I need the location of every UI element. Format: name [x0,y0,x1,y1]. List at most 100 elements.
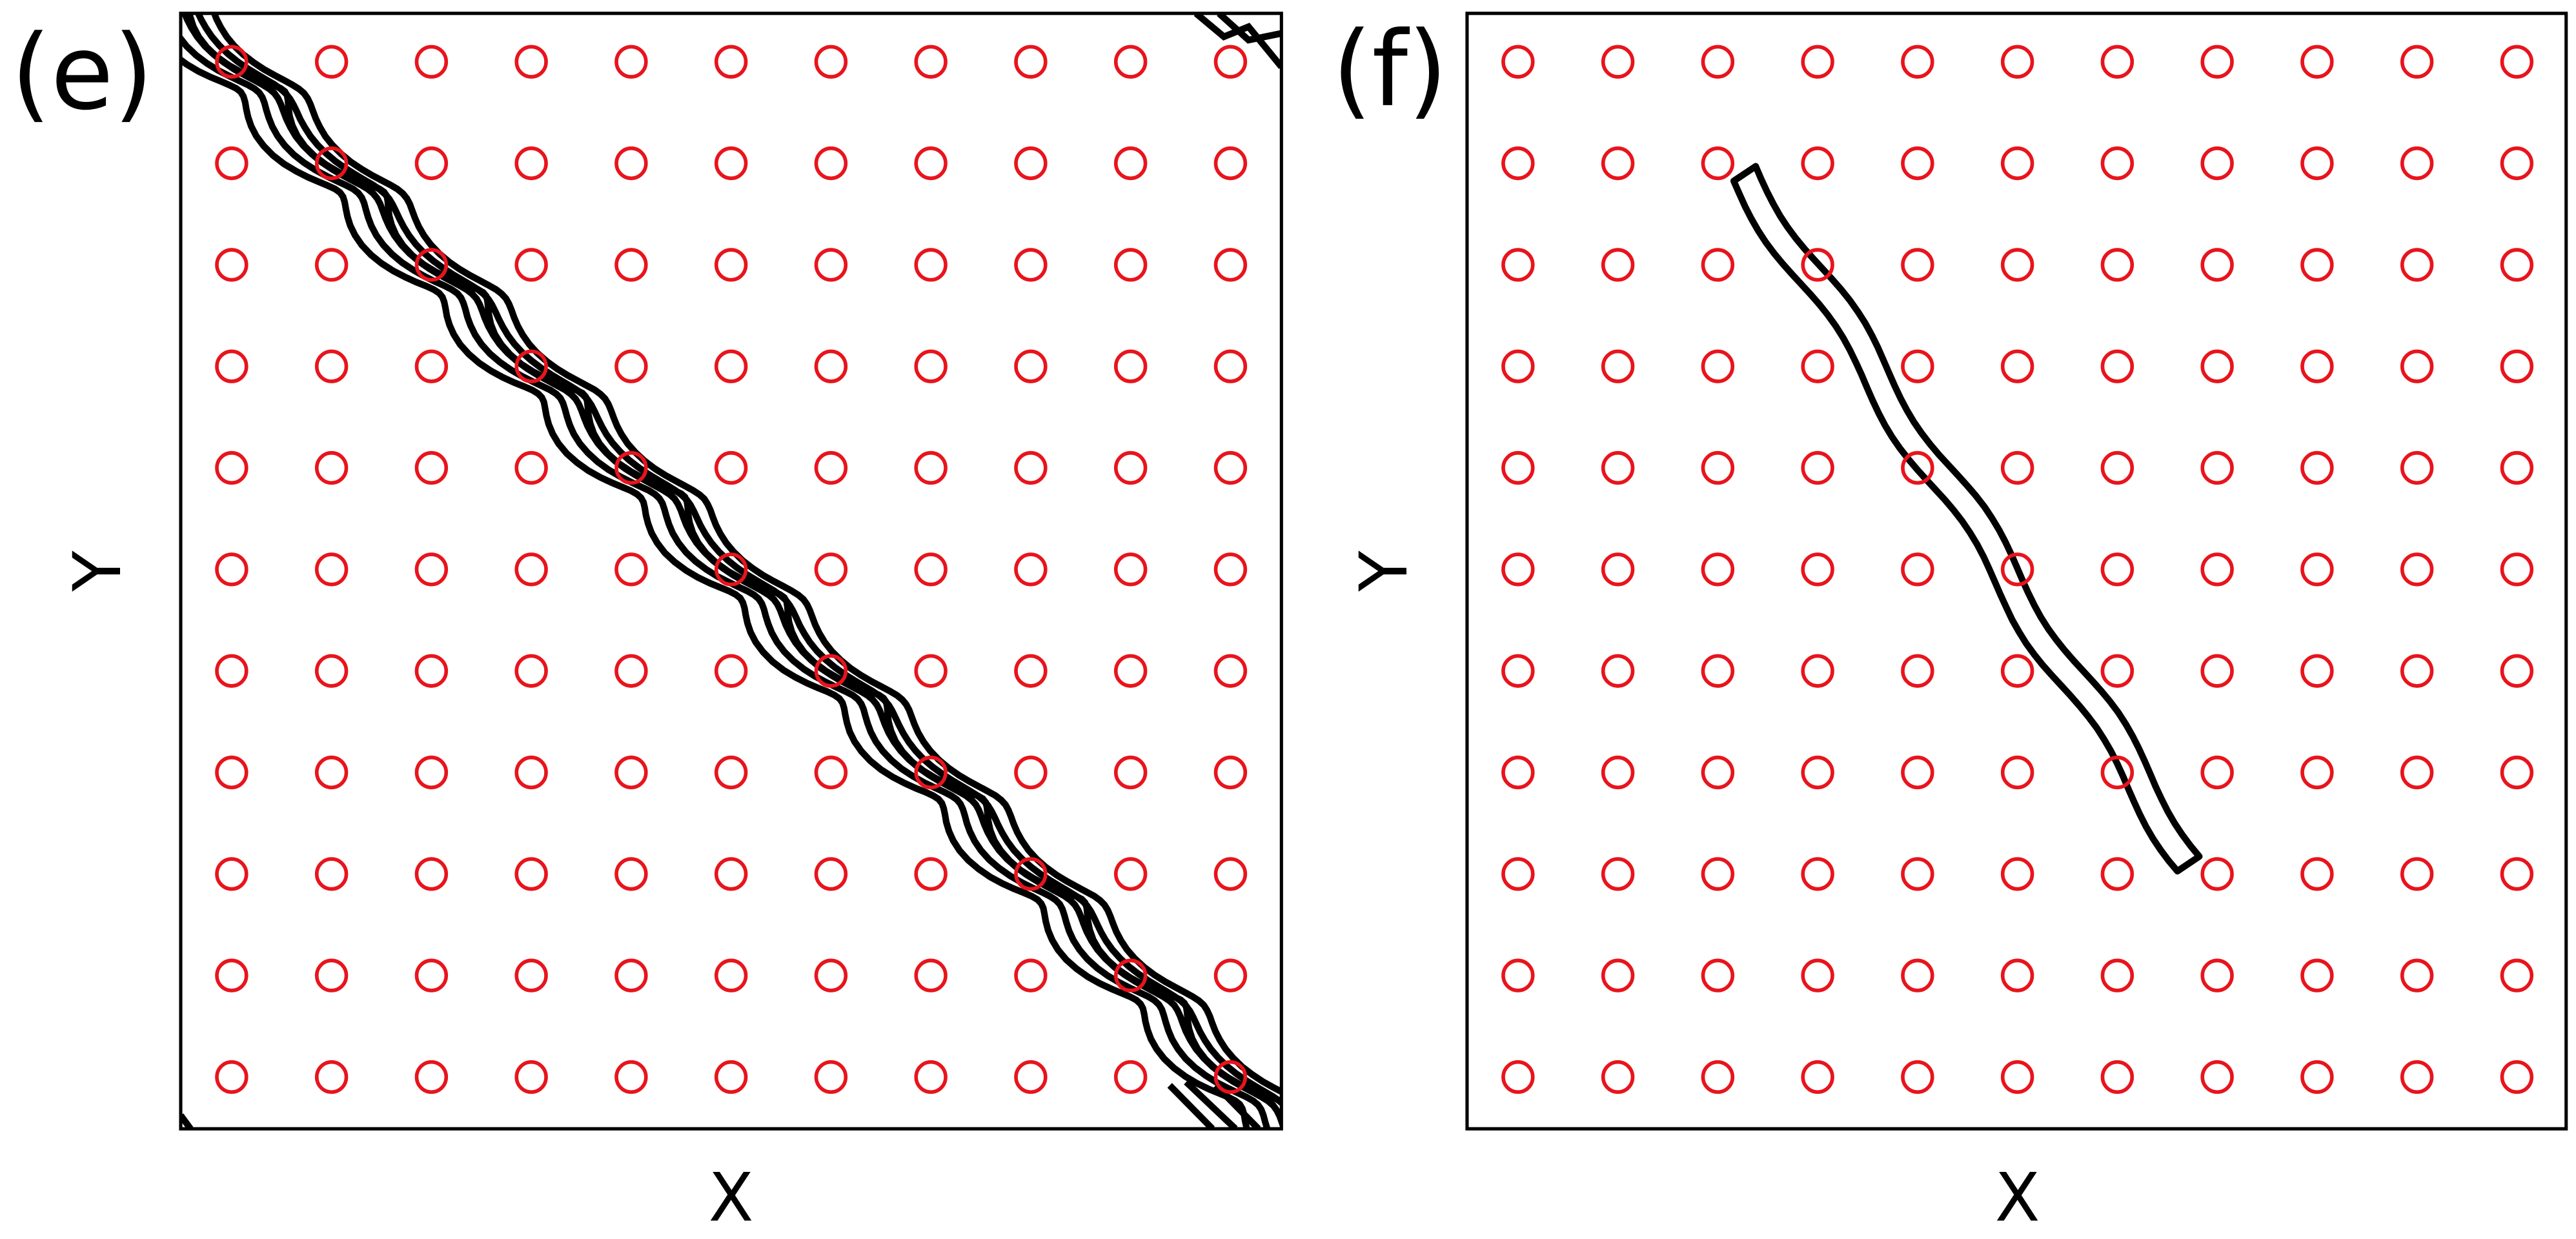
lattice-site [2100,552,2135,587]
lattice-site [2500,552,2534,587]
lattice-site [414,248,449,282]
lattice-site [2500,349,2534,383]
lattice-site [2500,654,2534,688]
lattice-site [2000,755,2034,790]
panel-frame [179,12,1283,1131]
lattice-site [514,654,548,688]
lattice-site [2400,450,2434,485]
lattice-site [2300,654,2334,688]
lattice-site [314,755,349,790]
lattice-site [714,1060,748,1094]
lattice-site [714,958,748,992]
lattice-site [2200,654,2234,688]
lattice-site [714,349,748,383]
lattice-site [2500,958,2534,992]
lattice-site [1601,45,1635,79]
lattice-site [1501,654,1535,688]
lattice-site [1501,552,1535,587]
lattice-site [714,450,748,485]
lattice-site [314,248,349,282]
lattice-site [1601,654,1635,688]
y-axis-label: Y [1346,550,1423,592]
lattice-site [215,654,248,688]
lattice-site [614,45,648,79]
lattice-site [1213,755,1248,790]
y-axis-label: Y [60,550,136,592]
lattice-site [2000,552,2034,587]
lattice-site [2100,755,2135,790]
lattice-site [1014,857,1048,891]
panel-label: (e) [11,12,153,134]
lattice-site [2300,857,2334,891]
lattice-site [1113,45,1148,79]
panel-label: (f) [1332,9,1448,130]
lattice-site [1014,1060,1048,1094]
lattice-site [1113,450,1148,485]
lattice-site [314,654,349,688]
lattice-site [614,248,648,282]
lattice-site [2100,654,2135,688]
lattice-site [814,654,848,688]
lattice-site [1701,755,1735,790]
lattice-site [1501,349,1535,383]
lattice-site [2200,450,2234,485]
panel-frame [1465,12,2568,1131]
lattice-site [1701,654,1735,688]
lattice-site [314,857,349,891]
lattice-site [1801,958,1834,992]
lattice-site [1901,146,1934,181]
lattice-site [2100,349,2135,383]
lattice-site [614,958,648,992]
trajectory [186,13,1282,1107]
lattice-site [414,552,449,587]
lattice-site [215,857,248,891]
trajectory [180,55,1250,1129]
lattice-site [1801,450,1834,485]
lattice-site [1014,450,1048,485]
lattice-site [514,958,548,992]
lattice-site [2500,450,2534,485]
lattice-site [1014,755,1048,790]
lattice-site [2000,857,2034,891]
lattice-site [614,755,648,790]
lattice-site [2000,146,2034,181]
lattice-site [1014,45,1048,79]
lattice-site [1113,654,1148,688]
lattice-site [1113,146,1148,181]
lattice-site [914,146,948,181]
lattice-site [215,958,248,992]
lattice-site [1901,857,1934,891]
lattice-site [1901,349,1934,383]
lattice-site [314,349,349,383]
lattice-site [714,857,748,891]
lattice-site [814,958,848,992]
lattice-site [514,552,548,587]
lattice-site [2100,45,2135,79]
lattice-site [914,1060,948,1094]
lattice-site [1601,755,1635,790]
lattice-site [1501,755,1535,790]
lattice-site [1601,349,1635,383]
lattice-site [2300,349,2334,383]
lattice-site [1801,654,1834,688]
lattice-site [1701,1060,1735,1094]
lattice-site [614,146,648,181]
lattice-site [714,146,748,181]
lattice-site [2200,755,2234,790]
lattice-site [1701,349,1735,383]
lattice-site [1901,1060,1934,1094]
lattice-site [814,755,848,790]
lattice-site [814,349,848,383]
lattice-site [2400,755,2434,790]
lattice-site [2000,1060,2034,1094]
lattice-site [1801,857,1834,891]
lattice-site [1701,45,1735,79]
lattice-site [215,248,248,282]
lattice-site [2500,146,2534,181]
lattice-site [2000,349,2034,383]
trajectory [180,33,1271,1129]
lattice-site [1213,552,1248,587]
lattice-site [414,1060,449,1094]
lattice-site [1701,857,1735,891]
